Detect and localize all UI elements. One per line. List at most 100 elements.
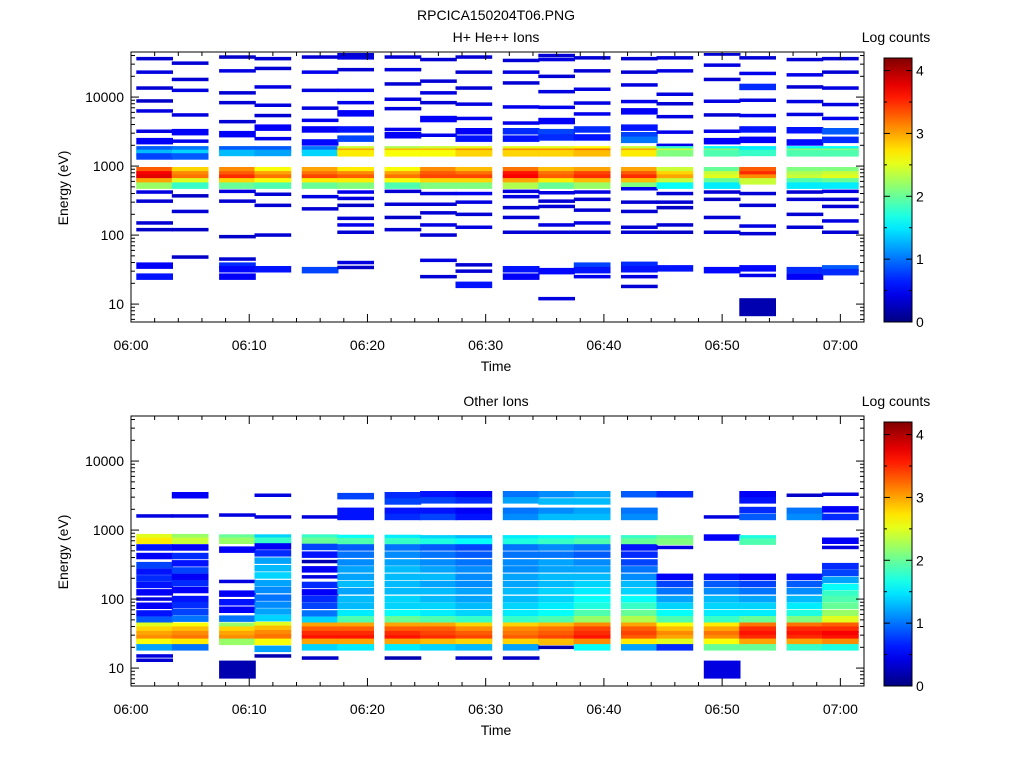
heatmap-cell	[621, 535, 658, 542]
heatmap-cell	[337, 56, 374, 60]
heatmap-cell	[739, 83, 776, 91]
heatmap-cell	[786, 139, 824, 146]
heatmap-cell	[254, 625, 292, 633]
heatmap-cell	[254, 572, 292, 579]
x-tick-label: 06:50	[705, 337, 740, 353]
heatmap-cell	[739, 497, 776, 504]
heatmap-cell	[384, 106, 422, 111]
heatmap-cell	[573, 197, 611, 202]
heatmap-cell	[573, 507, 611, 515]
heatmap-cell	[703, 178, 741, 185]
heatmap-cell	[254, 586, 292, 594]
heatmap-cell	[301, 630, 339, 638]
heatmap-cell	[703, 644, 741, 651]
heatmap-cell	[136, 167, 173, 174]
heatmap-cell	[739, 630, 776, 638]
heatmap-cell	[739, 609, 776, 617]
heatmap-cell	[621, 182, 658, 189]
heatmap-cell	[420, 233, 457, 237]
heatmap-cell	[337, 638, 374, 646]
heatmap-cell	[656, 638, 694, 646]
heatmap-cell	[538, 117, 575, 125]
heatmap-cell	[219, 630, 256, 638]
heatmap-cell	[656, 200, 694, 204]
heatmap-cell	[538, 588, 575, 595]
heatmap-cell	[384, 638, 422, 646]
heatmap-cell	[822, 616, 859, 623]
heatmap-cell	[171, 194, 209, 198]
heatmap-cell	[301, 551, 339, 558]
heatmap-cell	[573, 150, 611, 157]
heatmap-cell	[621, 635, 658, 642]
heatmap-cell	[739, 265, 776, 272]
heatmap-cell	[621, 559, 658, 566]
heatmap-cell	[219, 635, 256, 642]
heatmap-cell	[621, 284, 658, 289]
heatmap-cell	[786, 150, 824, 157]
heatmap-cell	[171, 149, 209, 157]
heatmap-cell	[420, 497, 457, 504]
heatmap-cell	[219, 513, 256, 517]
heatmap-cell	[420, 559, 457, 566]
x-tick-label: 06:20	[350, 337, 385, 353]
colorbar-tick-label: 2	[916, 552, 924, 568]
heatmap-cell	[337, 609, 374, 617]
heatmap-cell	[573, 274, 611, 279]
heatmap-cell	[384, 616, 422, 623]
heatmap-cell	[136, 537, 173, 544]
heatmap-cell	[455, 622, 493, 629]
heatmap-cell	[219, 130, 256, 138]
heatmap-cell	[301, 602, 339, 609]
heatmap-cell	[621, 124, 658, 131]
heatmap-cell	[384, 609, 422, 617]
heatmap-cell	[621, 602, 658, 609]
heatmap-cell	[538, 544, 575, 551]
heatmap-cell	[254, 594, 292, 601]
heatmap-cell	[136, 137, 173, 145]
heatmap-cell	[301, 70, 339, 74]
heatmap-cell	[254, 174, 292, 181]
heatmap-cell	[384, 513, 422, 521]
heatmap-cell	[219, 174, 256, 181]
heatmap-cell	[384, 630, 422, 638]
heatmap-cell	[136, 56, 173, 61]
heatmap-cell	[739, 136, 776, 144]
x-tick-label: 06:00	[113, 701, 148, 717]
heatmap-cell	[703, 230, 741, 234]
heatmap-cell	[337, 588, 374, 595]
heatmap-cell	[171, 88, 209, 93]
heatmap-cell	[136, 630, 173, 638]
heatmap-cell	[656, 114, 694, 119]
heatmap-cell	[455, 616, 493, 623]
heatmap-cell	[739, 616, 776, 623]
colorbar-tick-label: 1	[916, 251, 924, 267]
heatmap-cell	[786, 595, 824, 603]
heatmap-cell	[786, 266, 824, 274]
heatmap-cell	[822, 178, 859, 185]
heatmap-cell	[573, 580, 611, 588]
heatmap-cell	[538, 566, 575, 573]
colorbar-tick-label: 0	[916, 314, 924, 330]
heatmap-cell	[337, 230, 374, 234]
heatmap-cell	[822, 150, 859, 157]
heatmap-cell	[455, 116, 493, 121]
colorbar-tick-label: 3	[916, 125, 924, 141]
heatmap-cell	[538, 171, 575, 178]
heatmap-cell	[301, 616, 339, 624]
heatmap-cell	[420, 182, 457, 189]
heatmap-cell	[455, 538, 493, 545]
heatmap-cell	[219, 119, 256, 124]
heatmap-cell	[254, 203, 292, 208]
x-tick-label: 06:30	[468, 701, 503, 717]
heatmap-cell	[573, 178, 611, 185]
figure-title: RPCICA150204T06.PNG	[417, 7, 575, 23]
heatmap-cell	[621, 108, 658, 115]
heatmap-cell	[656, 56, 694, 60]
heatmap-cell	[219, 599, 256, 606]
heatmap-cell	[703, 602, 741, 609]
heatmap-cell	[455, 497, 493, 504]
x-tick-label: 06:20	[350, 701, 385, 717]
heatmap-cell	[502, 167, 540, 174]
heatmap-cell	[502, 58, 540, 63]
heatmap-cell	[384, 55, 422, 59]
